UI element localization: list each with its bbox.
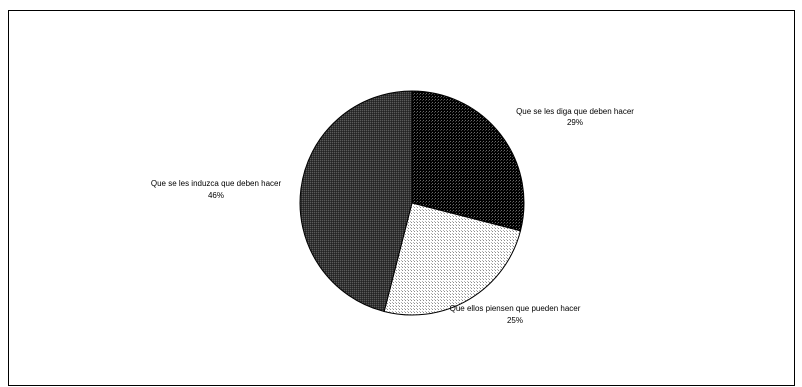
slice-label-2: Que ellos piensen que pueden hacer — [450, 304, 581, 313]
slice-value-label-2: 25% — [507, 316, 523, 325]
pie-slice-2 — [383, 202, 522, 316]
slice-value-label-3: 46% — [208, 191, 224, 200]
slice-label-1: Que se les diga que deben hacer — [516, 107, 634, 116]
pie-slice-3 — [299, 90, 413, 313]
pie-slice-1 — [411, 90, 525, 232]
slice-label-3: Que se les induzca que deben hacer — [151, 179, 282, 188]
slice-value-label-1: 29% — [567, 118, 583, 127]
